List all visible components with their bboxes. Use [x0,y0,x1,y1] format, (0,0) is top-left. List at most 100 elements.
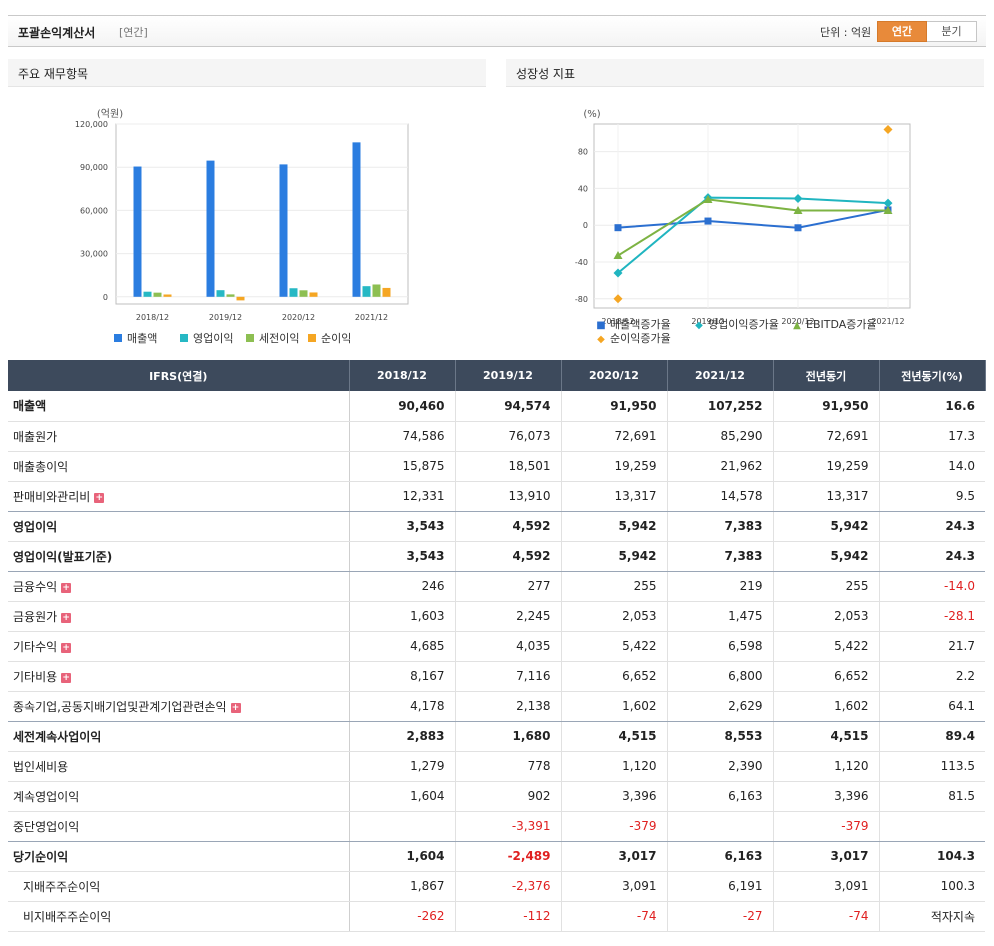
bar-x-tick-label: 2018/12 [136,313,169,322]
row-label[interactable]: 금융원가 + [8,601,350,632]
table-cell: 1,867 [349,871,456,902]
legend-label: 매출액 [127,332,158,345]
table-cell: 64.1 [879,691,985,722]
table-cell: -28.1 [879,601,985,632]
row-label-text: 당기순이익 [13,849,69,864]
table-cell: 6,800 [667,661,774,692]
header-col: 전년동기 [773,360,880,391]
table-cell: 5,942 [561,541,668,572]
table-cell: 2,883 [349,721,456,752]
table-cell: 91,950 [561,391,668,422]
expand-plus-icon[interactable]: + [61,642,72,653]
legend-marker: ■ [596,320,606,331]
line-x-tick-label: 2020/12 [781,317,814,326]
expand-plus-icon[interactable]: + [61,612,72,623]
unit-label: 단위 : 억원 [820,26,872,39]
line-y-tick-label: 40 [578,184,588,193]
bar-mark [133,166,142,297]
row-label-text: 중단영업이익 [13,819,80,834]
row-label-text: 금융원가 [13,609,58,624]
table-cell: 4,035 [455,631,562,662]
table-cell: -74 [561,901,668,932]
bar-mark [236,296,245,301]
table-cell: 13,910 [455,481,562,512]
row-label[interactable]: 종속기업,공동지배기업및관계기업관련손익 + [8,691,350,722]
table-cell: 113.5 [879,751,985,782]
bar-x-tick-label: 2019/12 [209,313,242,322]
table-cell [349,811,456,842]
bar-mark [352,142,361,297]
row-label-text: 판매비와관리비 [13,489,91,504]
row-label[interactable]: 금융수익 + [8,571,350,602]
row-label: 영업이익(발표기준) [8,541,350,572]
table-cell: 5,942 [773,541,880,572]
table-row: 기타수익 +4,685 4,035 5,422 6,598 5,422 21.7 [8,631,985,662]
table-cell: 6,598 [667,631,774,662]
bar-mark [143,291,152,297]
page-title: 포괄손익계산서 [18,26,96,40]
table-cell: 9.5 [879,481,985,512]
header-col: 2019/12 [455,360,562,391]
table-row: 금융원가 +1,603 2,245 2,053 1,475 2,053 -28.1 [8,601,985,632]
table-cell: 76,073 [455,421,562,452]
table-cell: 1,120 [773,751,880,782]
legend-label: 영업이익 [193,332,234,345]
row-label: 계속영업이익 [8,781,350,812]
table-cell: 5,942 [773,511,880,542]
series-line [617,198,888,257]
tab-quarter[interactable]: 분기 [927,21,977,42]
table-cell: 3,543 [349,541,456,572]
table-cell: 4,515 [561,721,668,752]
header-col: 2021/12 [667,360,774,391]
legend-label: 순이익증가율 [610,332,671,345]
expand-plus-icon[interactable]: + [61,672,72,683]
row-label-text: 금융수익 [13,579,58,594]
tab-annual[interactable]: 연간 [877,21,927,42]
period-toggle: 연간 분기 [877,21,977,42]
table-cell: 902 [455,781,562,812]
header-col: 2020/12 [561,360,668,391]
table-cell: 2,245 [455,601,562,632]
expand-plus-icon[interactable]: + [61,582,72,593]
line-x-tick-label: 2019/12 [691,317,724,326]
bar-mark [372,284,381,297]
row-label: 중단영업이익 [8,811,350,842]
expand-plus-icon[interactable]: + [230,702,241,713]
table-cell: 90,460 [349,391,456,422]
table-cell: 6,652 [561,661,668,692]
table-cell: 4,178 [349,691,456,722]
series-point [614,224,622,232]
row-label[interactable]: 기타수익 + [8,631,350,662]
line-x-tick-label: 2021/12 [871,317,904,326]
legend-swatch [114,334,122,342]
table-row: 영업이익(발표기준) 3,543 4,592 5,942 7,383 5,942 24.3 [8,541,985,572]
key-financials-bar-chart: (억원)120,000 90,000 60,000 30,000 0 2018/12 201… [75,108,409,322]
legend-label: 영업이익증가율 [708,318,779,331]
table-cell: 91,950 [773,391,880,422]
table-cell: 19,259 [561,451,668,482]
row-label: 영업이익 [8,511,350,542]
growth-line-chart: (%) 80 40 0 -40 -80 2018/12 2019/12 2020/12 2021/… [575,109,911,326]
row-label-text: 매출액 [13,399,47,414]
table-cell: 24.3 [879,511,985,542]
table-cell [879,811,985,842]
table-cell: 778 [455,751,562,782]
row-label[interactable]: 판매비와관리비 + [8,481,350,512]
table-cell: 1,602 [561,691,668,722]
table-cell: 1,603 [349,601,456,632]
table-cell: 72,691 [561,421,668,452]
expand-plus-icon[interactable]: + [94,492,105,503]
table-row: 비지배주주순이익 -262 -112 -74 -27 -74 적자지속 [8,901,985,932]
series-point [613,268,623,278]
table-cell: 13,317 [773,481,880,512]
table-row: 지배주주순이익 1,867 -2,376 3,091 6,191 3,091 100.3 [8,871,985,902]
table-row: 세전계속사업이익 2,883 1,680 4,515 8,553 4,515 89.4 [8,721,985,752]
table-cell: 21.7 [879,631,985,662]
table-row: 중단영업이익 -3,391 -379 -379 [8,811,985,842]
table-row: 종속기업,공동지배기업및관계기업관련손익 +4,178 2,138 1,602 2,62… [8,691,985,722]
row-label[interactable]: 기타비용 + [8,661,350,692]
row-label-text: 계속영업이익 [13,789,80,804]
bar-y-tick-label: 120,000 [75,120,108,129]
growth-indicators-title: 성장성 지표 [506,59,984,87]
table-cell: 8,553 [667,721,774,752]
